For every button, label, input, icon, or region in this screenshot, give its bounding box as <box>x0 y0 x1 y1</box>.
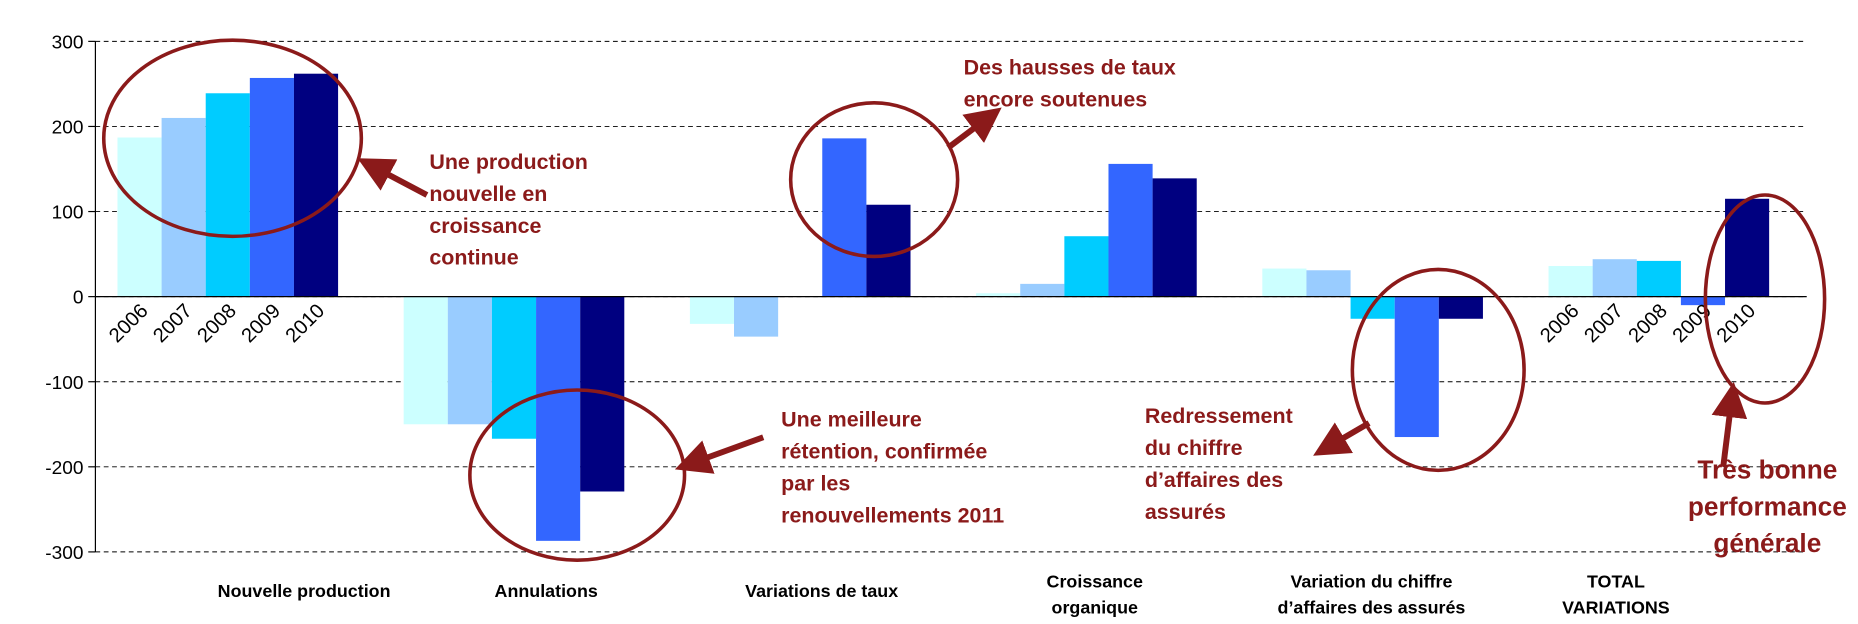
bar <box>1680 296 1726 306</box>
bar <box>205 93 250 297</box>
annotation: Une meilleure <box>781 408 922 432</box>
annotation: renouvellements 2011 <box>781 503 1004 527</box>
year-label: 2006 <box>1536 300 1584 347</box>
arrow <box>1313 420 1371 456</box>
annotation: par les <box>781 472 850 496</box>
x-category-label: TOTAL <box>1587 571 1645 591</box>
year-label: 2008 <box>193 300 241 347</box>
y-tick-label: 300 <box>52 33 84 54</box>
year-label: 2010 <box>1713 300 1761 347</box>
annotation: encore soutenues <box>964 87 1148 111</box>
highlight-circle <box>1703 193 1827 405</box>
highlight-circle <box>1350 267 1526 473</box>
bar <box>403 296 448 425</box>
bar <box>1020 283 1065 297</box>
bar <box>1725 198 1770 297</box>
x-category-label: Annulations <box>495 581 598 601</box>
year-label: 2007 <box>1580 300 1628 347</box>
x-category-label: Nouvelle production <box>218 581 391 601</box>
year-label: 2007 <box>149 300 197 347</box>
arrow <box>946 107 1002 151</box>
annotation: du chiffre <box>1145 436 1243 460</box>
year-label: 2006 <box>105 300 153 347</box>
annotation: rétention, confirmée <box>781 440 987 464</box>
bar <box>1262 268 1307 297</box>
x-category-label: organique <box>1052 597 1139 617</box>
y-tick-label: 100 <box>52 203 84 224</box>
y-tick-label: -300 <box>45 543 83 564</box>
x-category-label: Croissance <box>1047 571 1143 591</box>
bar <box>689 296 735 324</box>
bar <box>976 293 1021 297</box>
bar <box>1636 260 1681 297</box>
bar <box>1108 163 1153 297</box>
x-category-label: Variations de taux <box>745 581 898 601</box>
bar <box>1438 296 1483 319</box>
x-category-label: VARIATIONS <box>1562 597 1670 617</box>
y-tick-label: 200 <box>52 118 84 139</box>
bar <box>249 77 294 297</box>
bar <box>447 296 492 425</box>
annotation: assurés <box>1145 500 1226 524</box>
bar <box>1394 296 1439 438</box>
year-label: 2009 <box>237 300 285 347</box>
annotation: croissance <box>429 214 541 238</box>
annotation: générale <box>1713 528 1821 558</box>
annotation: continue <box>429 246 519 270</box>
annotation: Redressement <box>1145 404 1293 428</box>
bar <box>536 296 581 541</box>
year-label: 2010 <box>282 300 330 347</box>
bar <box>1548 266 1593 297</box>
bar <box>1152 178 1197 297</box>
y-tick-label: -200 <box>45 458 83 479</box>
annotation: d’affaires des <box>1145 468 1283 492</box>
bar <box>734 296 779 337</box>
highlight-circle <box>468 388 687 562</box>
bar <box>822 138 867 297</box>
bar <box>1064 236 1109 297</box>
annotation: nouvelle en <box>429 182 547 206</box>
arrow <box>674 434 765 474</box>
x-category-label: Variation du chiffre <box>1290 571 1452 591</box>
bar <box>161 117 206 297</box>
highlight-circle <box>788 101 960 259</box>
y-tick-label: -100 <box>45 373 83 394</box>
annotation: performance <box>1688 491 1847 521</box>
bar <box>1306 270 1351 297</box>
highlight-circle <box>101 38 364 239</box>
arrow <box>1711 381 1748 468</box>
year-label: 2008 <box>1624 300 1672 347</box>
annotation: Des hausses de taux <box>964 56 1176 80</box>
y-tick-label: 0 <box>73 288 84 309</box>
annotation: Une production <box>429 150 588 174</box>
arrow <box>357 158 429 198</box>
bar <box>293 73 339 297</box>
annotation: Très bonne <box>1697 455 1837 485</box>
bar <box>1592 259 1637 297</box>
x-category-label: d’affaires des assurés <box>1278 597 1466 617</box>
